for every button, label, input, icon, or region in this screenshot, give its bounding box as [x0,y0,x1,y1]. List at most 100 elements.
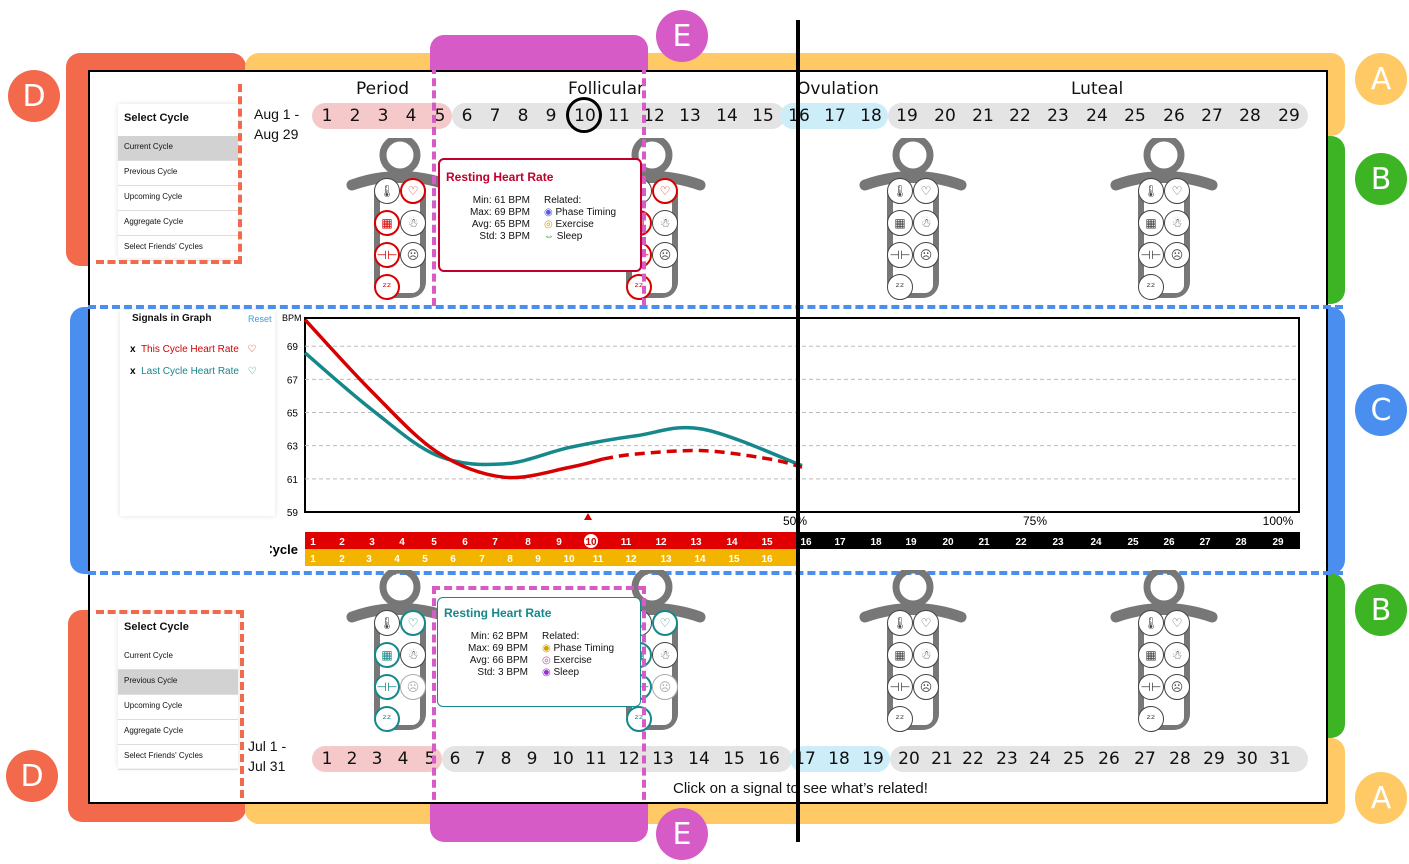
mood-icon[interactable]: ☹ [400,242,426,268]
day-bar-label[interactable]: 13 [660,554,672,565]
day-bar-label[interactable]: 6 [462,537,468,548]
dumbbell-icon[interactable]: ⊣⊢ [374,674,400,700]
calendar-icon[interactable]: ▦ [1138,642,1164,668]
day-bar-label[interactable]: 16 [761,554,773,565]
day-cell[interactable]: 13 [679,106,701,126]
day-cell[interactable]: 20 [898,749,920,769]
mood-icon[interactable]: ☹ [913,674,939,700]
thermometer-icon[interactable]: 🌡 [1138,610,1164,636]
day-bar-label[interactable]: 9 [556,537,562,548]
body-icon[interactable]: ☃ [1164,642,1190,668]
day-cell[interactable]: 21 [931,749,953,769]
day-bar-label[interactable]: 6 [450,554,456,565]
sleep-icon[interactable]: ᶻᶻ [887,274,913,300]
body-icon[interactable]: ☃ [913,642,939,668]
day-cell[interactable]: 3 [377,106,389,126]
body-icon[interactable]: ☃ [652,642,678,668]
body-icon[interactable]: ☃ [1164,210,1190,236]
day-cell[interactable]: 9 [545,106,557,126]
day-cell[interactable]: 2 [346,749,358,769]
day-cell[interactable]: 17 [824,106,846,126]
day-cell[interactable]: 21 [972,106,994,126]
day-cell[interactable]: 19 [896,106,918,126]
body-icon[interactable]: ☃ [913,210,939,236]
body-icon[interactable]: ☃ [400,642,426,668]
day-cell[interactable]: 6 [449,749,461,769]
day-bar-label[interactable]: 10 [563,554,575,565]
sleep-icon[interactable]: ᶻᶻ [626,274,652,300]
day-cell[interactable]: 24 [1029,749,1051,769]
day-bar-label[interactable]: 23 [1052,537,1064,548]
day-cell[interactable]: 17 [794,749,816,769]
cycle-option[interactable]: Upcoming Cycle [118,186,238,211]
thermometer-icon[interactable]: 🌡 [887,178,913,204]
mood-icon[interactable]: ☹ [652,242,678,268]
day-cell[interactable]: 13 [652,749,674,769]
calendar-icon[interactable]: ▦ [887,210,913,236]
body-icon[interactable]: ☃ [400,210,426,236]
calendar-icon[interactable]: ▦ [374,210,400,236]
day-bar-label[interactable]: 15 [761,537,773,548]
day-bar-label[interactable]: 14 [726,537,738,548]
day-cell[interactable]: 8 [517,106,529,126]
dumbbell-icon[interactable]: ⊣⊢ [887,674,913,700]
calendar-icon[interactable]: ▦ [1138,210,1164,236]
day-bar-label[interactable]: 10 [585,537,597,548]
cycle-option[interactable]: Upcoming Cycle [118,695,238,720]
day-bar-label[interactable]: 21 [978,537,990,548]
heart-icon[interactable]: ♡ [400,610,426,636]
cycle-option[interactable]: Aggregate Cycle [118,720,238,745]
series-this-cycle-line[interactable] [303,318,604,480]
day-cell[interactable]: 6 [461,106,473,126]
day-bar-label[interactable]: 2 [339,537,345,548]
day-cell[interactable]: 15 [723,749,745,769]
day-bar-label[interactable]: 12 [655,537,667,548]
day-bar-label[interactable]: 24 [1090,537,1102,548]
day-cell[interactable]: 1 [321,749,333,769]
heart-icon[interactable]: ♡ [913,178,939,204]
sleep-icon[interactable]: ᶻᶻ [374,274,400,300]
day-bar-label[interactable]: 17 [834,537,846,548]
remove-signal-button[interactable]: x [130,344,136,355]
selected-day-ring[interactable] [566,97,602,133]
series-last-cycle-line[interactable] [303,351,803,468]
day-bar-label[interactable]: 11 [621,537,632,548]
day-bar-label[interactable]: 3 [366,554,372,565]
day-cell[interactable]: 5 [434,106,446,126]
mood-icon[interactable]: ☹ [913,242,939,268]
day-bar-label[interactable]: 26 [1163,537,1175,548]
day-cell[interactable]: 25 [1063,749,1085,769]
cycle-option[interactable]: Select Friends' Cycles [118,745,238,770]
heart-icon[interactable]: ♡ [1164,178,1190,204]
related-phase-timing[interactable]: ◉ Phase Timing [542,643,615,654]
day-cell[interactable]: 28 [1169,749,1191,769]
sleep-icon[interactable]: ᶻᶻ [1138,706,1164,732]
signal-item-last-cycle[interactable]: x Last Cycle Heart Rate ♡ [130,366,257,377]
day-bar-label[interactable]: 14 [694,554,706,565]
day-cell[interactable]: 23 [1047,106,1069,126]
day-cell[interactable]: 2 [349,106,361,126]
calendar-icon[interactable]: ▦ [887,642,913,668]
series-projected-line[interactable] [602,448,803,469]
heart-icon[interactable]: ♡ [1164,610,1190,636]
day-cell[interactable]: 5 [424,749,436,769]
day-cell[interactable]: 10 [552,749,574,769]
day-cell[interactable]: 7 [474,749,486,769]
day-cell[interactable]: 19 [862,749,884,769]
thermometer-icon[interactable]: 🌡 [1138,178,1164,204]
sleep-icon[interactable]: ᶻᶻ [887,706,913,732]
day-bar-label[interactable]: 7 [479,554,485,565]
day-bar-label[interactable]: 12 [625,554,637,565]
sleep-icon[interactable]: ᶻᶻ [626,706,652,732]
remove-signal-button[interactable]: x [130,366,136,377]
day-cell[interactable]: 15 [752,106,774,126]
day-bar-label[interactable]: 2 [339,554,345,565]
day-cell[interactable]: 12 [643,106,665,126]
day-cell[interactable]: 11 [608,106,630,126]
day-bar-label[interactable]: 8 [525,537,531,548]
day-cell[interactable]: 26 [1098,749,1120,769]
day-cell[interactable]: 18 [828,749,850,769]
reset-button[interactable]: Reset [248,314,272,324]
day-bar-label[interactable]: 18 [870,537,882,548]
day-cell[interactable]: 20 [934,106,956,126]
